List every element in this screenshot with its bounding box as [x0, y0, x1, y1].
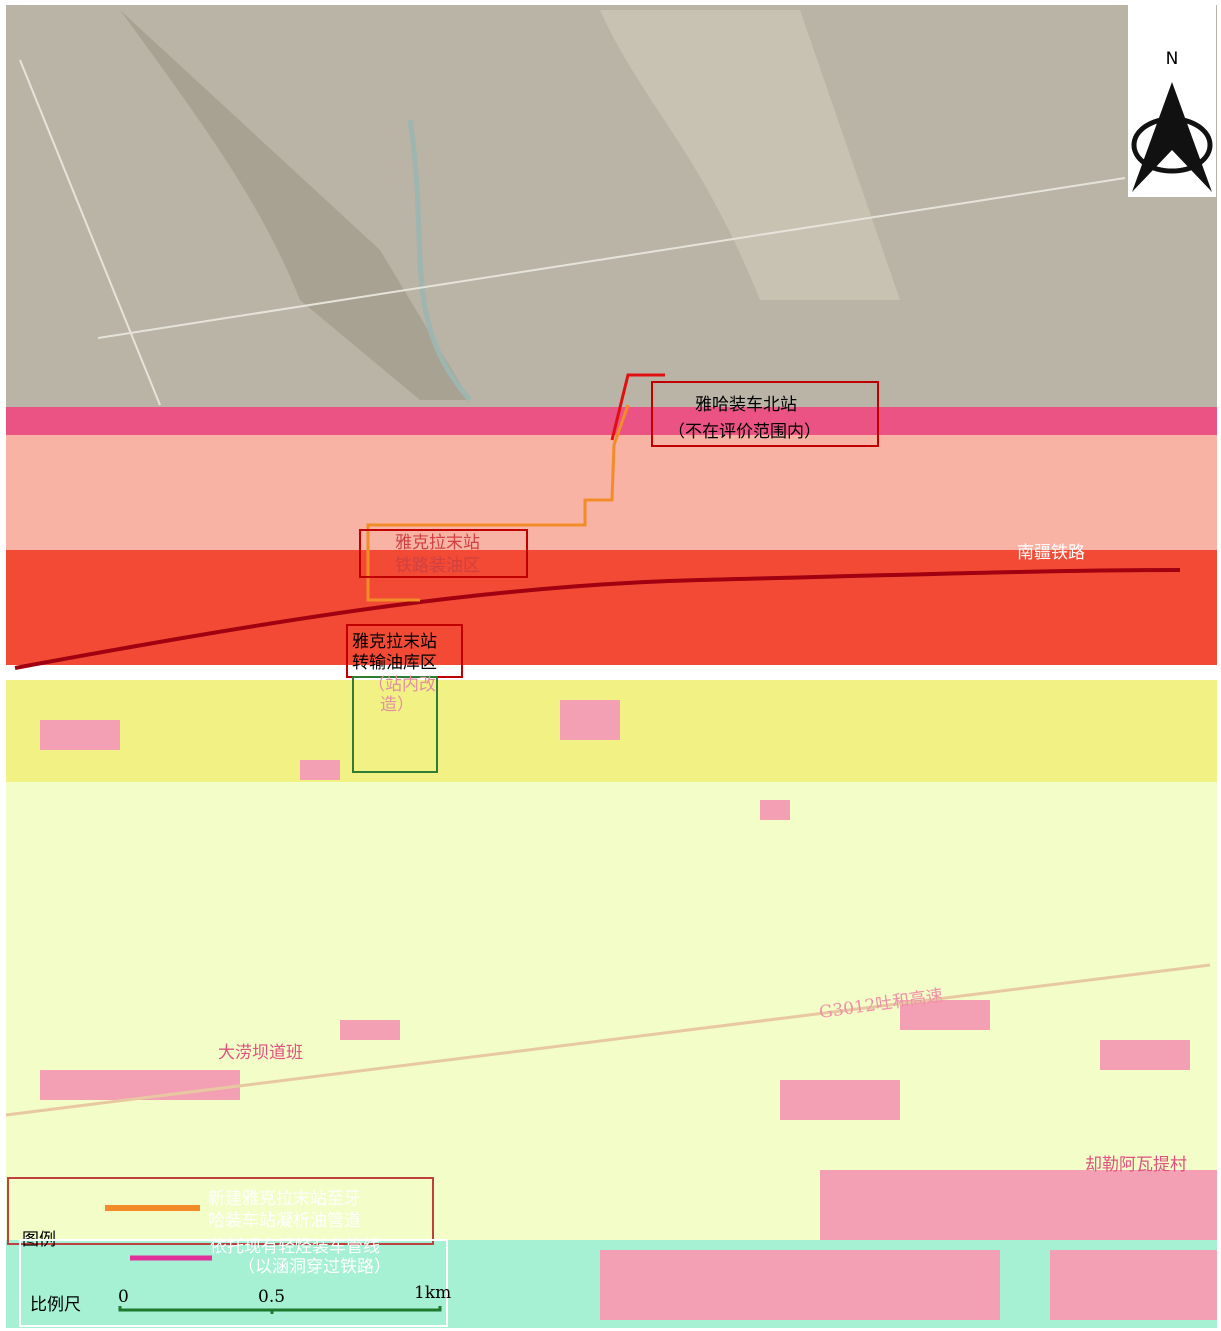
scale-label: 1km	[414, 1283, 451, 1303]
map-label: 雅克拉末站	[395, 533, 480, 553]
patches	[40, 700, 1217, 1320]
legend-box	[7, 1177, 434, 1245]
terrain	[120, 10, 470, 400]
scale-label: 0.5	[258, 1287, 285, 1307]
map-label: 转输油库区	[352, 653, 437, 673]
map-label: 雅克拉末站	[352, 632, 437, 652]
compass-ring	[1131, 116, 1213, 174]
map-label: （不在评价范围内）	[668, 422, 821, 442]
band	[6, 550, 1217, 665]
map-label: 南疆铁路	[1017, 543, 1085, 563]
new-pipeline	[366, 404, 630, 602]
map-label: 雅哈装车北站	[695, 395, 797, 415]
band	[6, 665, 1217, 680]
map-label: 造）	[380, 695, 414, 715]
label-box	[651, 381, 879, 447]
map-label: 却勒阿瓦提村	[1085, 1155, 1187, 1175]
station-outline	[352, 676, 438, 773]
band	[6, 407, 1217, 435]
highway-line	[5, 963, 1211, 1117]
terrain	[600, 10, 900, 300]
legend-box	[19, 1239, 448, 1327]
scale-bar	[118, 1306, 442, 1314]
existing-pipeline	[610, 373, 665, 441]
legend-text: （以涵洞穿过铁路）	[238, 1257, 391, 1277]
railway-line	[14, 568, 1181, 670]
band	[6, 782, 1217, 1240]
compass-label: N	[1166, 49, 1179, 69]
map-label: 铁路装油区	[395, 556, 480, 576]
scale-title: 比例尺	[30, 1295, 81, 1315]
legend-text: 哈装车站凝析油管道	[208, 1211, 361, 1231]
label-box	[359, 529, 528, 578]
scale-label: 0	[118, 1287, 129, 1307]
map-label: （站内改	[368, 675, 436, 695]
river	[407, 119, 472, 402]
map-label: 大涝坝道班	[218, 1043, 303, 1063]
legend-text: 新建雅克拉末站至牙	[208, 1189, 361, 1209]
road	[19, 59, 161, 406]
legend-text: 依托现有轻烃装车管线	[210, 1237, 380, 1257]
satellite-top	[6, 5, 1217, 407]
road	[97, 177, 1126, 339]
